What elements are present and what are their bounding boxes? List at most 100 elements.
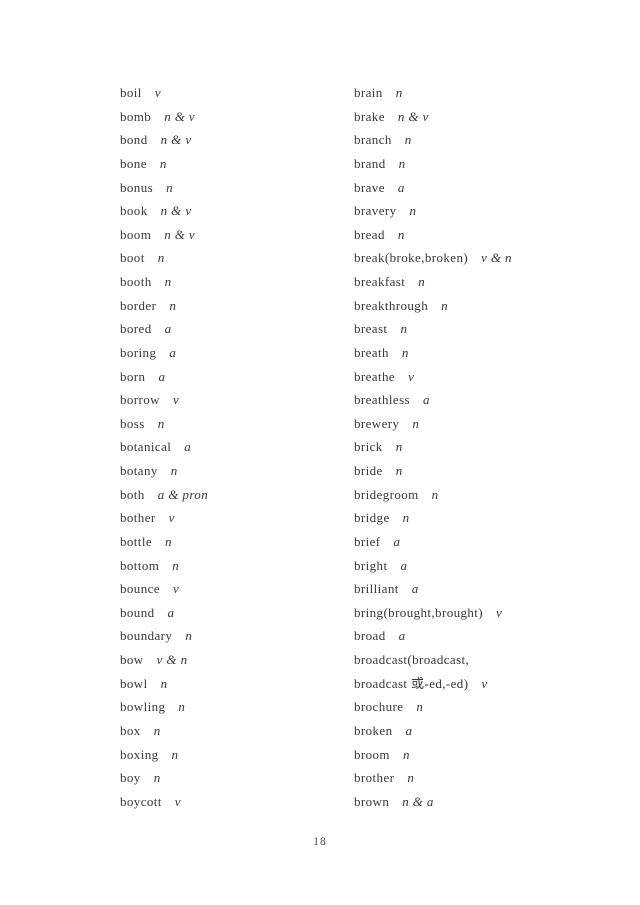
pos-tag: a	[393, 533, 401, 549]
pos-tag: n & v	[160, 132, 192, 148]
pos-tag: a	[169, 344, 177, 360]
word-text: bounce	[120, 581, 160, 597]
word-text: bonus	[120, 179, 154, 195]
word-entry: bow v & n	[120, 651, 208, 675]
word-text: broadcast 或-ed,-ed)	[354, 675, 469, 691]
word-entry: brochure n	[354, 698, 512, 722]
word-entry: boss n	[120, 415, 208, 439]
word-text: boycott	[120, 793, 162, 809]
word-entry: bottle n	[120, 533, 208, 557]
word-entry: brilliant a	[354, 580, 512, 604]
word-text: bread	[354, 226, 385, 242]
word-entry: bonus n	[120, 179, 208, 203]
pos-tag: n	[185, 628, 193, 644]
word-entry: broadcast(broadcast,	[354, 651, 512, 675]
word-entry: border n	[120, 297, 208, 321]
pos-tag: n	[395, 463, 403, 478]
word-text: bowl	[120, 675, 148, 691]
word-column-left: boil v bomb n & v bond n & v bone n bonus n b…	[120, 84, 208, 816]
word-text: bright	[354, 557, 388, 573]
pos-tag: n	[402, 510, 410, 526]
pos-tag: n	[397, 226, 405, 242]
pos-tag: n	[171, 746, 179, 762]
word-text: boring	[120, 344, 157, 360]
pos-tag: a & pron	[157, 486, 209, 502]
word-entry: bond n & v	[120, 131, 208, 155]
word-text: bone	[120, 155, 147, 171]
pos-tag: a	[398, 628, 406, 644]
word-entry: brick n	[354, 438, 512, 462]
pos-tag: n & v	[397, 108, 429, 124]
word-entry: bored a	[120, 320, 208, 344]
pos-tag: v	[172, 581, 180, 597]
word-entry: boy n	[120, 769, 208, 793]
word-text: bother	[120, 510, 156, 526]
word-text: boxing	[120, 746, 159, 762]
word-entry: born a	[120, 368, 208, 392]
word-entry: bridegroom n	[354, 486, 512, 510]
pos-tag: n & v	[160, 203, 192, 219]
pos-tag: a	[397, 179, 405, 195]
word-entry: both a & pron	[120, 486, 208, 510]
pos-tag: v & n	[156, 652, 188, 667]
pos-tag: n	[431, 486, 439, 502]
pos-tag: a	[422, 392, 430, 408]
word-text: brand	[354, 155, 386, 171]
word-text: box	[120, 722, 141, 738]
word-entry: breathless a	[354, 391, 512, 415]
pos-tag: v	[172, 392, 180, 408]
word-text: brilliant	[354, 581, 399, 597]
word-entry: brewery n	[354, 415, 512, 439]
pos-tag: n	[412, 415, 420, 431]
word-text: boss	[120, 415, 145, 431]
word-text: boom	[120, 226, 152, 242]
word-text: breast	[354, 321, 388, 337]
pos-tag: v	[496, 604, 503, 620]
word-entry: botanical a	[120, 438, 208, 462]
word-text: breakthrough	[354, 297, 429, 313]
word-entry: bound a	[120, 604, 208, 628]
word-text: bring(brought,brought)	[354, 604, 484, 620]
word-text: breathe	[354, 368, 396, 384]
pos-tag: n	[157, 250, 165, 266]
word-entry: boxing n	[120, 746, 208, 770]
pos-tag: a	[164, 321, 172, 337]
word-text: broken	[354, 722, 393, 738]
word-entry: bomb n & v	[120, 108, 208, 132]
word-text: bottle	[120, 533, 153, 549]
word-entry: brake n & v	[354, 108, 512, 132]
pos-tag: a	[405, 722, 413, 738]
pos-tag: n & v	[164, 108, 196, 124]
pos-tag: n	[160, 675, 168, 691]
word-text: bow	[120, 652, 144, 667]
pos-tag: n	[395, 85, 403, 100]
pos-tag: n & a	[402, 793, 434, 809]
word-text: bravery	[354, 203, 397, 219]
word-text: brown	[354, 793, 390, 809]
pos-tag: n	[169, 297, 177, 313]
word-text: brochure	[354, 699, 404, 715]
pos-tag: n	[157, 415, 165, 431]
word-entry: branch n	[354, 131, 512, 155]
word-entry: bridge n	[354, 509, 512, 533]
word-entry: broad a	[354, 627, 512, 651]
word-entry: breast n	[354, 320, 512, 344]
pos-tag: n	[159, 155, 167, 171]
word-text: bridge	[354, 510, 390, 526]
word-text: bottom	[120, 557, 160, 573]
word-text: broom	[354, 746, 390, 762]
pos-tag: a	[184, 439, 192, 455]
pos-tag: a	[400, 557, 408, 573]
word-entry: bring(brought,brought) v	[354, 604, 512, 628]
word-text: boot	[120, 250, 145, 266]
word-entry: broken a	[354, 722, 512, 746]
word-text: bond	[120, 132, 148, 148]
word-entry: brand n	[354, 155, 512, 179]
word-entry: brave a	[354, 179, 512, 203]
pos-tag: v	[168, 510, 175, 526]
pos-tag: n	[400, 321, 408, 337]
word-text: boundary	[120, 628, 173, 644]
word-entry: break(broke,broken) v & n	[354, 249, 512, 273]
word-entry: bone n	[120, 155, 208, 179]
